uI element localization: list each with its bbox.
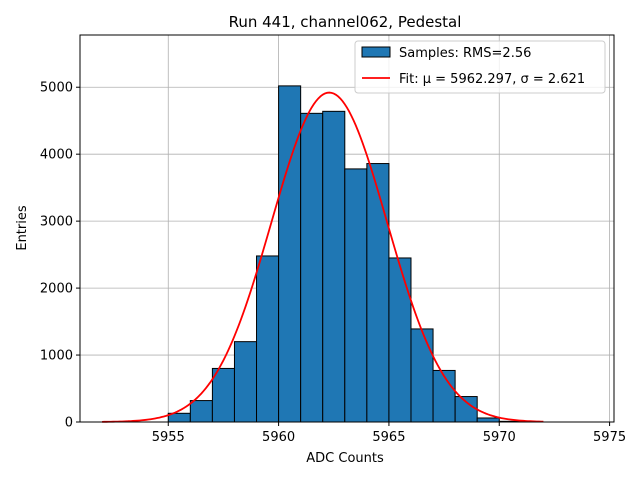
y-tick-label: 4000 (40, 148, 73, 163)
histogram-bar (476, 417, 500, 423)
histogram-bar (388, 257, 412, 423)
x-tick-label: 5975 (593, 430, 626, 445)
legend-label-fit: Fit: μ = 5962.297, σ = 2.621 (399, 72, 585, 87)
histogram-bars (167, 85, 522, 423)
gaussian-fit-curve (102, 91, 544, 423)
y-tick-label: 5000 (40, 81, 73, 96)
legend-swatch-samples (361, 46, 391, 58)
y-tick-label: 3000 (40, 215, 73, 230)
histogram-bar (211, 367, 235, 423)
fit-curve-layer (102, 91, 544, 423)
histogram-bar (278, 85, 302, 423)
histogram-bar (256, 255, 280, 423)
chart-title: Run 441, channel062, Pedestal (229, 13, 462, 31)
histogram-bar (344, 168, 368, 423)
histogram-bar (432, 369, 456, 423)
y-axis-ticks: 0 1000 2000 3000 4000 5000 (40, 81, 80, 431)
histogram-bar (322, 110, 346, 423)
histogram-bar (300, 112, 324, 423)
x-axis-ticks: 5955 5960 5965 5970 5975 (152, 422, 626, 445)
histogram-bar (189, 400, 213, 423)
y-tick-label: 2000 (40, 282, 73, 297)
x-axis-label: ADC Counts (306, 451, 384, 466)
y-axis-label: Entries (15, 205, 30, 251)
x-tick-label: 5955 (152, 430, 185, 445)
x-tick-label: 5965 (372, 430, 405, 445)
y-tick-label: 1000 (40, 349, 73, 364)
legend-label-samples: Samples: RMS=2.56 (399, 46, 531, 61)
histogram-bar (366, 163, 390, 423)
plot-frame (79, 34, 615, 423)
legend: Samples: RMS=2.56 Fit: μ = 5962.297, σ =… (354, 40, 606, 94)
histogram-bar (233, 341, 258, 423)
legend-box (354, 40, 606, 94)
x-tick-label: 5970 (483, 430, 516, 445)
x-tick-label: 5960 (262, 430, 295, 445)
histogram-bar (410, 328, 434, 423)
y-tick-label: 0 (65, 416, 73, 431)
histogram-bar (454, 396, 478, 423)
